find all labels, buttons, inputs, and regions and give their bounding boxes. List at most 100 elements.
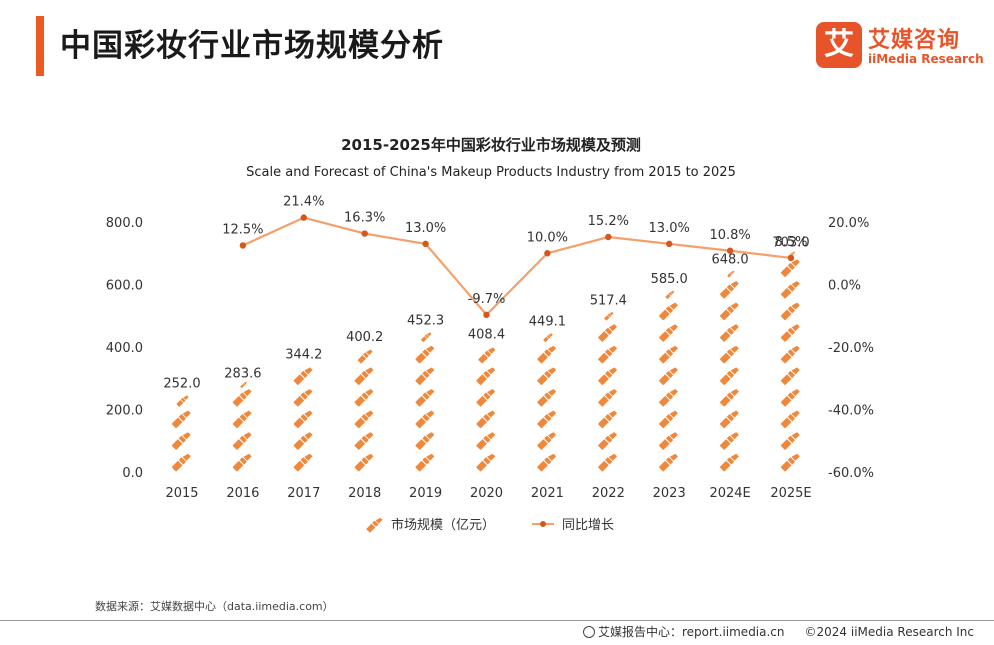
lipstick-icon — [475, 366, 497, 386]
x-tick-label: 2022 — [592, 486, 625, 501]
bar-value-label: 585.0 — [651, 272, 688, 287]
growth-point — [422, 240, 429, 248]
lipstick-icon — [536, 387, 558, 408]
footer-report-link[interactable]: 艾媒报告中心：report.iimedia.cn — [597, 625, 785, 639]
growth-point — [605, 233, 612, 241]
bar-value-label: 408.4 — [468, 327, 505, 342]
lipstick-icon — [658, 452, 680, 473]
growth-line — [242, 216, 792, 317]
lipstick-icon — [780, 431, 801, 451]
lipstick-icon — [536, 409, 558, 429]
lipstick-icon — [414, 452, 436, 473]
bar-value-label: 449.1 — [529, 315, 566, 330]
lipstick-icon — [536, 452, 558, 473]
lipstick-icon — [536, 344, 558, 365]
lipstick-icon — [658, 344, 680, 365]
chart-title: 2015-2025年中国彩妆行业市场规模及预测 — [341, 136, 641, 154]
lipstick-icon — [780, 344, 801, 365]
lipstick-icon — [231, 431, 253, 451]
lipstick-icon — [414, 431, 436, 451]
chart-subtitle: Scale and Forecast of China's Makeup Pro… — [246, 165, 736, 180]
logo-mark: 艾 — [816, 22, 862, 68]
y-left-tick-label: 400.0 — [106, 341, 143, 356]
lipstick-icon — [475, 431, 497, 451]
lipstick-icon — [357, 348, 374, 365]
bar-value-label: 252.0 — [163, 376, 200, 391]
lipstick-icon — [231, 387, 253, 408]
lipstick-icon — [665, 290, 675, 300]
growth-point — [787, 254, 795, 262]
y-left-tick-label: 200.0 — [106, 404, 143, 419]
x-tick-label: 2025E — [770, 486, 811, 501]
logo-name-en: iiMedia Research — [868, 52, 984, 66]
lipstick-icon — [719, 452, 740, 473]
legend-label-scale: 市场规模（亿元） — [391, 517, 495, 533]
lipstick-icon — [597, 344, 619, 365]
data-source-note: 数据来源：艾媒数据中心（data.iimedia.com） — [95, 600, 334, 613]
lipstick-icon — [780, 452, 801, 473]
lipstick-icon — [597, 323, 619, 343]
growth-value-label: 10.8% — [709, 228, 750, 243]
growth-value-label: 16.3% — [344, 211, 385, 226]
lipstick-icon — [353, 366, 375, 386]
lipstick-icon — [719, 344, 740, 365]
lipstick-icon — [719, 279, 740, 300]
growth-value-label: 15.2% — [588, 214, 629, 229]
bar-value-label: 452.3 — [407, 314, 444, 329]
y-left-tick-label: 600.0 — [106, 279, 143, 294]
lipstick-icon — [171, 452, 192, 473]
growth-value-label: 13.0% — [405, 221, 446, 236]
lipstick-icon — [542, 332, 554, 343]
lipstick-icon — [780, 409, 801, 429]
growth-point — [300, 214, 307, 221]
growth-point — [666, 240, 673, 248]
growth-point — [361, 230, 368, 237]
lipstick-icon — [597, 387, 619, 408]
growth-point — [239, 242, 247, 249]
lipstick-icon — [603, 311, 615, 321]
x-tick-label: 2023 — [653, 486, 686, 501]
footer-copyright: ©2024 iiMedia Research Inc — [804, 625, 974, 639]
growth-value-label: 21.4% — [283, 195, 324, 210]
lipstick-icon — [353, 387, 375, 408]
growth-value-label: 10.0% — [527, 230, 568, 245]
lipstick-icon — [171, 409, 192, 429]
lipstick-icon — [780, 258, 801, 278]
lipstick-icon — [353, 452, 375, 473]
bar-value-label: 517.4 — [590, 293, 627, 308]
lipstick-icon — [780, 387, 801, 408]
lipstick-icon — [536, 366, 558, 386]
growth-point — [544, 250, 551, 257]
lipstick-icon — [475, 409, 497, 429]
lipstick-icon — [597, 409, 619, 429]
lipstick-icon — [719, 366, 740, 386]
x-tick-label: 2024E — [709, 486, 750, 501]
legend-lipstick-icon — [365, 516, 384, 534]
lipstick-icon — [719, 387, 740, 408]
lipstick-icon — [171, 431, 192, 451]
lipstick-icon — [414, 366, 436, 386]
title-accent-bar — [36, 16, 44, 76]
lipstick-icon — [175, 394, 190, 408]
y-right-tick-label: -40.0% — [828, 404, 874, 419]
lipstick-icon — [780, 301, 801, 321]
y-right-tick-label: 20.0% — [828, 216, 869, 231]
lipstick-icon — [780, 366, 801, 386]
x-tick-label: 2017 — [287, 486, 320, 501]
lipstick-icon — [353, 409, 375, 429]
x-tick-label: 2020 — [470, 486, 503, 501]
growth-point — [483, 311, 490, 319]
iimedia-logo[interactable]: 艾 艾媒咨询 iiMedia Research — [816, 22, 984, 70]
lipstick-icon — [658, 366, 680, 386]
footer: 艾媒报告中心：report.iimedia.cn ©2024 iiMedia Re… — [582, 623, 974, 640]
lipstick-icon — [414, 344, 436, 365]
growth-value-label: 8.5% — [774, 235, 807, 250]
bar-value-label: 648.0 — [711, 253, 748, 268]
lipstick-icon — [475, 387, 497, 408]
x-tick-label: 2015 — [165, 486, 198, 501]
y-left-tick-label: 0.0 — [122, 466, 143, 481]
logo-name-cn: 艾媒咨询 — [868, 28, 961, 53]
x-tick-label: 2018 — [348, 486, 381, 501]
bar-value-label: 283.6 — [224, 366, 261, 381]
